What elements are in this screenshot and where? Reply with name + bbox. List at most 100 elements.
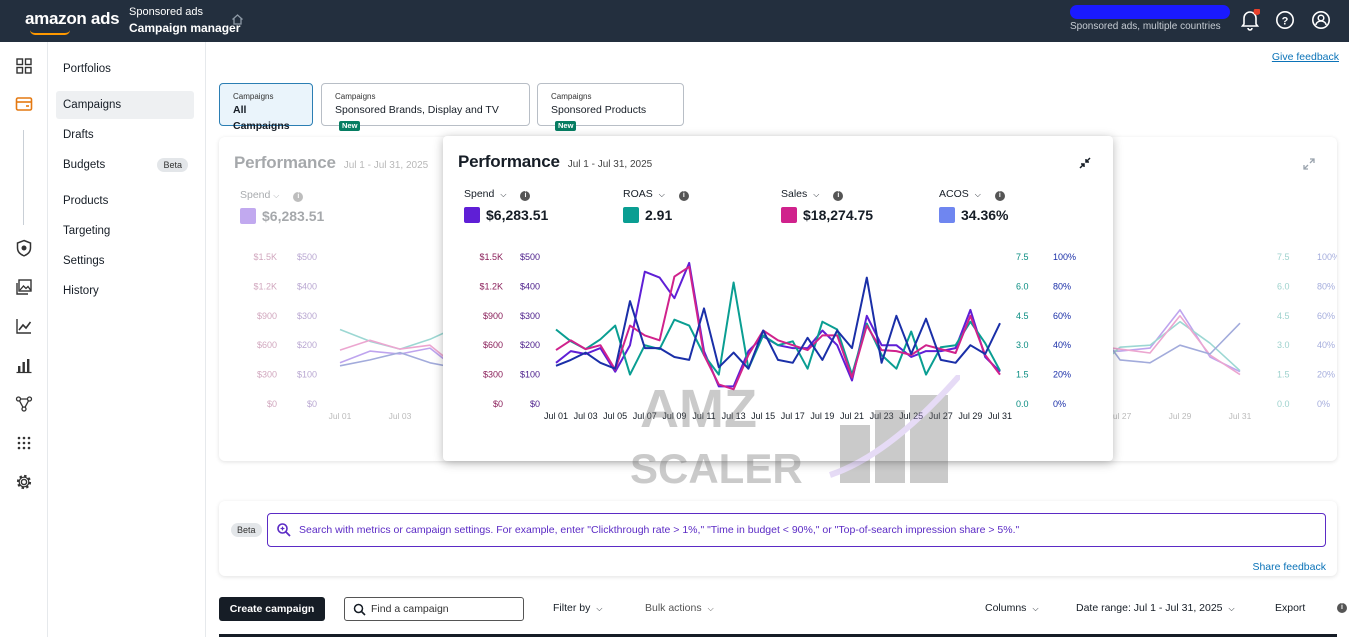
create-campaign-button[interactable]: Create campaign <box>219 597 325 621</box>
y-tick-label-roas: 6.0 <box>1277 281 1290 291</box>
metric-acos[interactable]: ACOS ⌵ i 34.36% <box>939 188 1008 225</box>
home-icon[interactable] <box>231 13 244 31</box>
y-tick-label-spend: $500 <box>297 252 317 262</box>
y-tick-label-spend: $200 <box>297 340 317 350</box>
x-tick-label: Jul 29 <box>1169 411 1192 421</box>
tab-label: Sponsored Products New <box>551 102 670 134</box>
y-tick-label-roas: 4.5 <box>1277 311 1290 321</box>
product-line1: Sponsored ads <box>129 6 203 18</box>
nav-item-budgets[interactable]: Budgets Beta <box>56 151 194 179</box>
rail-divider <box>23 130 24 225</box>
x-tick-label: Jul 01 <box>544 411 568 421</box>
tab-label-text: Sponsored Brands, Display and TV <box>335 104 499 116</box>
expand-icon[interactable] <box>1303 157 1315 175</box>
network-icon[interactable] <box>15 395 33 413</box>
y-tick-label-roas: 0.0 <box>1277 399 1290 409</box>
account-selector[interactable]: Sponsored ads, multiple countries <box>1070 5 1230 32</box>
collapse-icon[interactable] <box>1079 156 1091 174</box>
search-placeholder: Search with metrics or campaign settings… <box>299 524 1020 536</box>
y-tick-label-sales: $1.2K <box>253 281 277 291</box>
tab-small-label: Campaigns <box>233 92 274 101</box>
search-icon <box>353 603 366 621</box>
metric-roas[interactable]: ROAS ⌵ i 2.91 <box>623 188 689 225</box>
x-tick-label: Jul 31 <box>988 411 1012 421</box>
y-tick-label-acos: 80% <box>1053 281 1071 291</box>
trend-icon[interactable] <box>15 317 33 335</box>
info-icon: i <box>994 191 1005 201</box>
x-tick-label: Jul 21 <box>840 411 864 421</box>
amazon-ads-logo[interactable]: amazon ads <box>25 9 120 28</box>
icon-rail <box>0 42 48 637</box>
x-tick-label: Jul 27 <box>1109 411 1132 421</box>
give-feedback-link[interactable]: Give feedback <box>1271 51 1339 63</box>
shield-icon[interactable] <box>15 239 33 257</box>
y-tick-label-roas: 7.5 <box>1016 252 1029 262</box>
chevron-down-icon: ⌵ <box>813 190 820 199</box>
filter-by-dropdown[interactable]: Filter by ⌵ <box>553 602 602 614</box>
metric-label: ROAS <box>623 188 653 200</box>
tab-label: Sponsored Brands, Display and TV New <box>335 102 516 134</box>
table-header-edge <box>219 634 1337 637</box>
nav-item-history[interactable]: History <box>63 285 99 297</box>
y-tick-label-sales: $600 <box>483 340 503 350</box>
share-feedback-link[interactable]: Share feedback <box>1252 561 1326 573</box>
metric-search-input[interactable]: Search with metrics or campaign settings… <box>267 513 1326 547</box>
nav-item-portfolios[interactable]: Portfolios <box>63 63 111 75</box>
nav-item-products[interactable]: Products <box>63 195 109 207</box>
swatch <box>781 207 797 223</box>
apps-grid-icon[interactable] <box>15 434 33 452</box>
bell-icon[interactable] <box>1240 8 1261 36</box>
media-icon[interactable] <box>15 278 33 296</box>
chevron-down-icon: ⌵ <box>707 604 714 613</box>
y-tick-label-spend: $200 <box>520 340 540 350</box>
x-tick-label: Jul 29 <box>958 411 982 421</box>
y-tick-label-roas: 6.0 <box>1016 281 1029 291</box>
metric-spend[interactable]: Spend ⌵ i $6,283.51 <box>464 188 548 225</box>
nav-item-campaigns[interactable]: Campaigns <box>56 91 194 119</box>
campaigns-icon[interactable] <box>15 95 33 113</box>
export-button[interactable]: Export <box>1275 602 1306 614</box>
y-tick-label-spend: $0 <box>307 399 317 409</box>
find-campaign-input[interactable]: Find a campaign <box>344 597 524 621</box>
y-tick-label-acos: 80% <box>1317 281 1335 291</box>
chevron-down-icon: ⌵ <box>596 604 603 613</box>
swatch <box>240 208 256 224</box>
x-tick-label: Jul 03 <box>574 411 598 421</box>
x-tick-label: Jul 31 <box>1229 411 1252 421</box>
date-range-dropdown[interactable]: Date range: Jul 1 - Jul 31, 2025 ⌵ <box>1076 602 1235 614</box>
gear-icon[interactable] <box>15 473 33 491</box>
nav-item-drafts[interactable]: Drafts <box>63 129 94 141</box>
metric-sales[interactable]: Sales ⌵ i $18,274.75 <box>781 188 873 225</box>
tab-sponsored-brands[interactable]: Campaigns Sponsored Brands, Display and … <box>321 83 530 131</box>
y-tick-label-spend: $100 <box>297 370 317 380</box>
chevron-down-icon: ⌵ <box>1032 604 1039 613</box>
account-icon[interactable] <box>1311 9 1331 36</box>
bulk-actions-dropdown[interactable]: Bulk actions ⌵ <box>645 602 714 614</box>
chevron-down-icon: ⌵ <box>658 190 665 199</box>
x-tick-label: Jul 09 <box>662 411 686 421</box>
y-tick-label-sales: $300 <box>483 370 503 380</box>
metric-label: Spend <box>240 189 271 201</box>
chevron-down-icon: ⌵ <box>1228 604 1235 613</box>
help-icon[interactable]: ? <box>1275 9 1295 36</box>
nav-item-settings[interactable]: Settings <box>63 255 105 267</box>
series-line-roas <box>555 281 1001 376</box>
y-tick-label-roas: 3.0 <box>1016 340 1029 350</box>
beta-badge: Beta <box>231 523 262 537</box>
columns-dropdown[interactable]: Columns ⌵ <box>985 602 1039 614</box>
product-name: Sponsored ads Campaign manager <box>129 4 240 36</box>
tab-small-label: Campaigns <box>551 92 592 101</box>
dashboard-icon[interactable] <box>15 57 33 75</box>
x-tick-label: Jul 25 <box>899 411 923 421</box>
x-tick-label: Jul 03 <box>389 411 412 421</box>
nav-item-targeting[interactable]: Targeting <box>63 225 111 237</box>
x-tick-label: Jul 23 <box>870 411 894 421</box>
product-line2: Campaign manager <box>129 21 241 35</box>
bar-chart-icon[interactable] <box>15 356 33 374</box>
tab-all-campaigns[interactable]: Campaigns All Campaigns <box>219 83 313 132</box>
performance-title-bg: Performance <box>234 153 336 172</box>
metric-value: $6,283.51 <box>262 208 325 224</box>
tab-sponsored-products[interactable]: Campaigns Sponsored Products New <box>537 83 684 131</box>
beta-badge: Beta <box>157 158 188 172</box>
x-tick-label: Jul 17 <box>781 411 805 421</box>
